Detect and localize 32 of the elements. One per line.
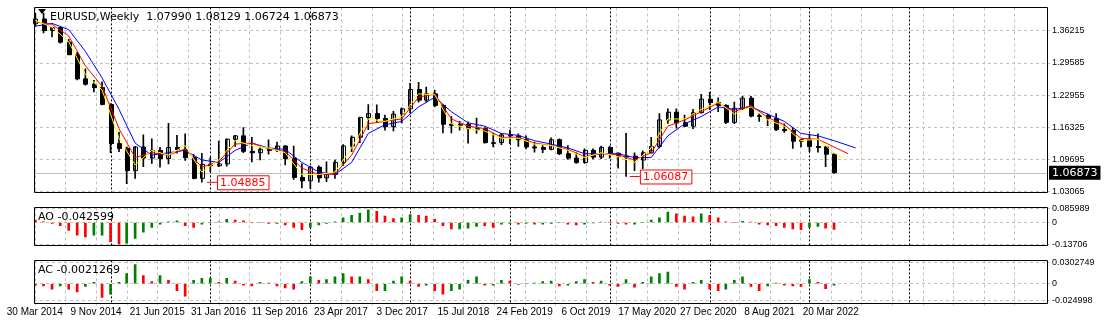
x-tick-label: 31 Jan 2016	[190, 305, 247, 317]
chart-title: EURUSD,Weekly 1.07990 1.08129 1.06724 1.06873	[50, 9, 339, 23]
x-tick-label: 21 Jun 2015	[129, 305, 186, 317]
x-tick-label: 24 Feb 2019	[496, 305, 554, 317]
x-tick-label: 23 Apr 2017	[313, 305, 369, 317]
y-tick-label: 0.0302749	[1052, 257, 1095, 268]
y-tick-label: -0.024998	[1052, 295, 1093, 306]
annotation: 1.04885	[220, 175, 266, 189]
y-tick-label: 1.22955	[1052, 89, 1085, 100]
x-tick-label: 15 Jul 2018	[437, 305, 490, 317]
chart-title: AO -0.042599	[38, 209, 114, 223]
x-tick-label: 8 Aug 2021	[744, 305, 796, 317]
x-tick-label: 11 Sep 2016	[251, 305, 309, 317]
x-tick-label: 27 Dec 2020	[679, 305, 738, 317]
ref-line-label: 1.06873	[1052, 165, 1098, 179]
y-tick-label: 0.085989	[1052, 203, 1090, 214]
x-tick-label: 30 Mar 2014	[6, 305, 64, 317]
y-tick-label: 1.03065	[1052, 185, 1085, 196]
annotation: 1.06087	[642, 169, 689, 183]
x-tick-label: 3 Dec 2017	[376, 305, 429, 317]
x-tick-label: 17 May 2020	[618, 305, 677, 317]
y-tick-label: 1.29585	[1052, 57, 1085, 68]
x-tick-label: 20 Mar 2022	[802, 305, 860, 317]
x-tick-label: 9 Nov 2014	[70, 305, 123, 317]
y-tick-label: 1.09695	[1052, 153, 1085, 164]
y-tick-label: 0	[1052, 217, 1058, 228]
x-tick-label: 6 Oct 2019	[561, 305, 611, 317]
chart-title: AC -0.0021269	[38, 262, 120, 276]
y-tick-label: 0	[1052, 278, 1058, 289]
y-tick-label: 1.36215	[1052, 25, 1085, 36]
y-tick-label: 1.16325	[1052, 121, 1085, 132]
y-tick-label: -0.13706	[1052, 238, 1088, 249]
